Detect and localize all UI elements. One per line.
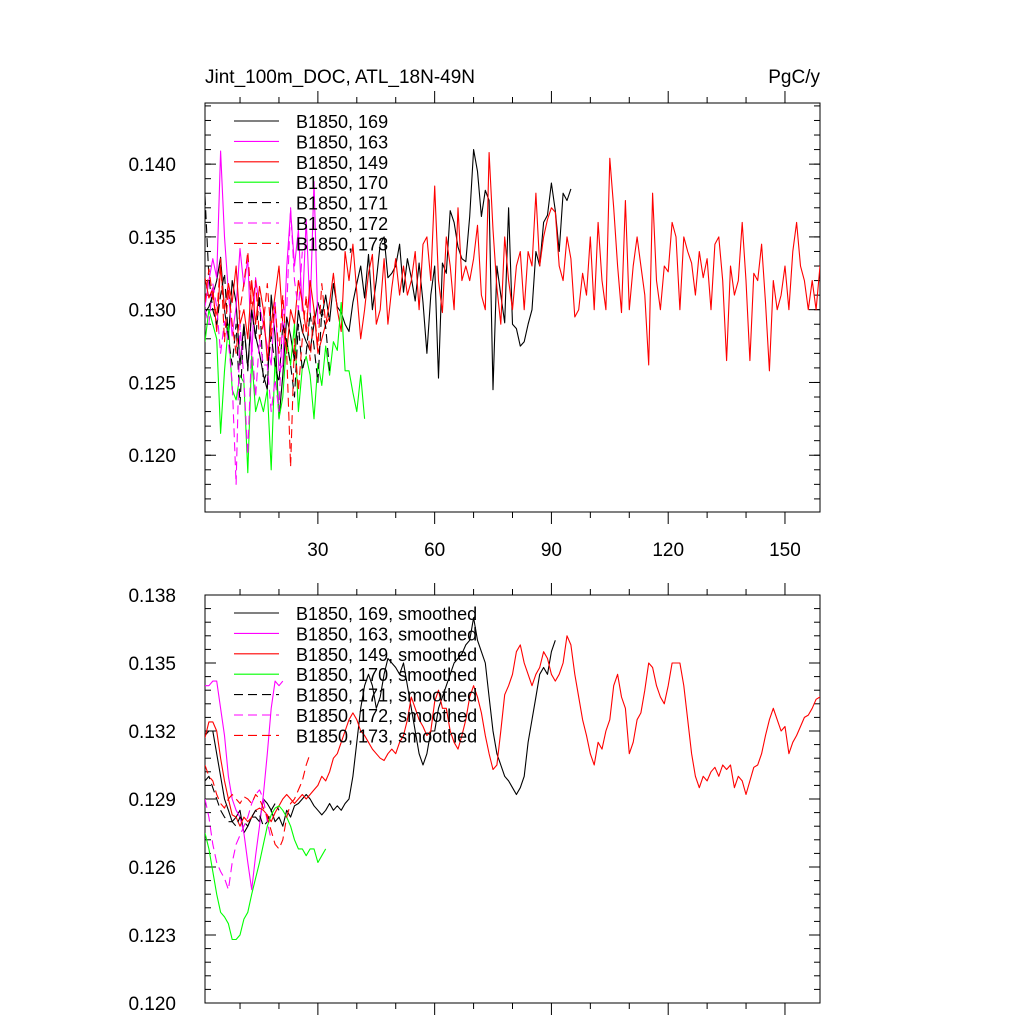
legend-label: B1850, 171 [296,194,388,214]
series-group [205,617,820,941]
legend-label: B1850, 172, smoothed [296,706,477,726]
panel-2: 0.120 0.123 0.126 0.129 0.132 0.135 0.138 B1850… [128,583,821,1015]
y-tick-label: 0.138 [128,586,176,607]
chart-units: PgC/y [768,67,820,88]
legend-label: B1850, 173, smoothed [296,726,477,746]
series-line-4 [205,805,327,941]
legend-label: B1850, 149, smoothed [296,645,477,665]
y-tick-label: 0.120 [128,994,176,1015]
legend-label: B1850, 172 [296,214,388,234]
legend-label: B1850, 149 [296,153,388,173]
y-tick-label: 0.135 [128,654,176,675]
legend-label: B1850, 170, smoothed [296,665,477,685]
legend-label: B1850, 163 [296,132,388,152]
legend-label: B1850, 169 [296,112,388,132]
y-tick-label: 0.125 [128,373,176,394]
y-tick-label: 0.123 [128,926,176,947]
y-tick-label: 0.130 [128,301,176,322]
series-line-5 [205,775,280,827]
x-tick-label: 90 [541,540,562,561]
y-tick-label: 0.132 [128,722,176,743]
series-line-1 [205,149,572,420]
legend-label: B1850, 171, smoothed [296,686,477,706]
series-line-6 [205,789,272,891]
x-tick-label: 150 [769,540,801,561]
legend-label: B1850, 169, smoothed [296,604,477,624]
y-tick-label: 0.135 [128,228,176,249]
legend-label: B1850, 173 [296,234,388,254]
series-line-5 [205,196,331,405]
y-tick-label: 0.129 [128,790,176,811]
y-tick-label: 0.140 [128,155,176,176]
series-line-2 [205,150,319,372]
series-line-7 [205,250,331,468]
x-tick-label: 60 [424,540,445,561]
x-tick-label: 120 [652,540,684,561]
series-line-2 [205,680,284,891]
series-line-7 [205,753,311,850]
y-tick-label: 0.120 [128,446,176,467]
series-group [205,149,820,485]
x-tick-label: 30 [307,540,328,561]
series-line-3 [205,151,820,372]
panel-1: 0.120 0.125 0.130 0.135 0.140 30 60 90 120 150 B18… [128,91,821,561]
y-tick-label: 0.126 [128,858,176,879]
legend-label: B1850, 163, smoothed [296,624,477,644]
series-line-6 [205,207,303,485]
series-line-3 [205,635,820,827]
legend-label: B1850, 170 [296,173,388,193]
chart-title: Jint_100m_DOC, ATL_18N-49N [205,67,475,88]
